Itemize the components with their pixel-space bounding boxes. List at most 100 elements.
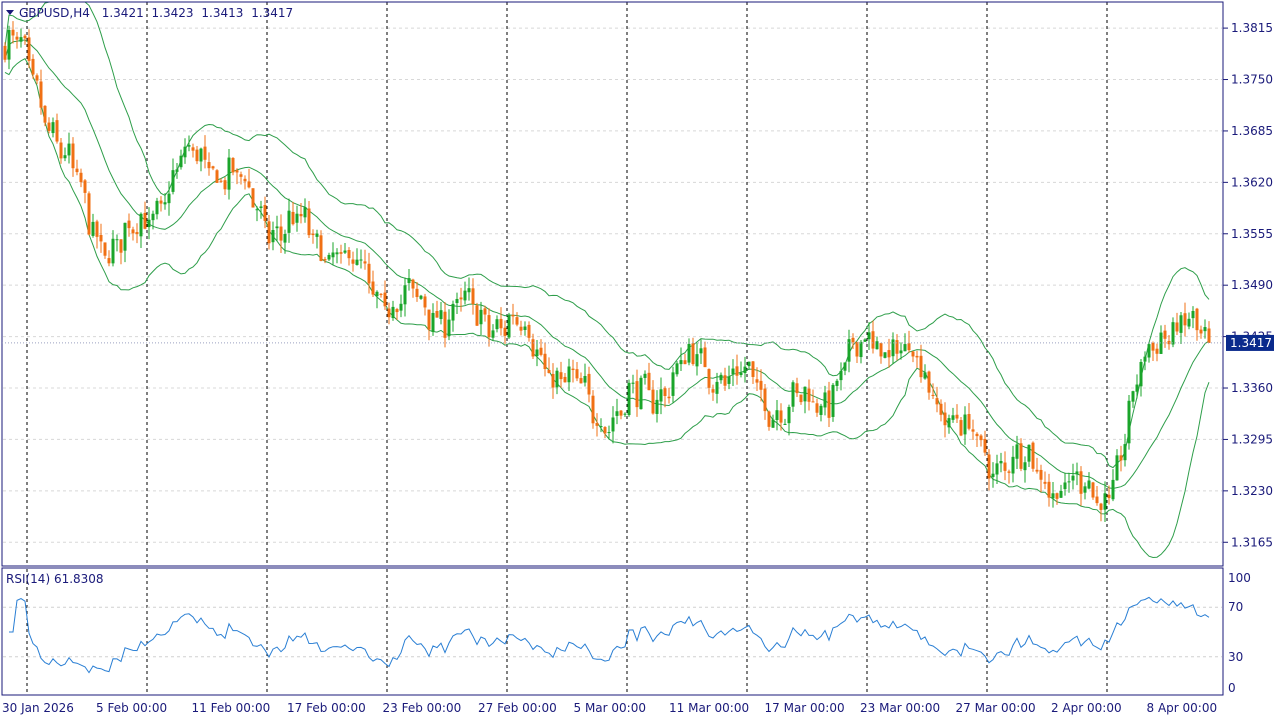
candle-body xyxy=(531,339,535,357)
candle-body xyxy=(683,360,687,365)
candle-body xyxy=(415,288,419,298)
candle-body xyxy=(219,180,223,182)
candle-body xyxy=(335,252,339,255)
candle-body xyxy=(459,297,463,300)
candle-body xyxy=(263,205,267,221)
candle-body xyxy=(483,308,487,315)
candle-body xyxy=(727,376,731,384)
candle-body xyxy=(31,58,35,75)
candle-body xyxy=(627,382,631,416)
candle-body xyxy=(371,281,375,295)
candle-body xyxy=(419,295,423,299)
candle-body xyxy=(259,206,263,208)
candle-body xyxy=(1111,479,1115,500)
candle-body xyxy=(519,326,523,331)
candle-body xyxy=(167,193,171,204)
candle-body xyxy=(303,207,307,218)
candle-body xyxy=(763,388,767,412)
candle-body xyxy=(1127,400,1131,444)
dropdown-triangle-icon[interactable] xyxy=(6,10,14,15)
candle-body xyxy=(699,348,703,354)
candle-body xyxy=(851,337,855,343)
candle-body xyxy=(915,355,919,358)
time-axis: 30 Jan 2026 5 Feb 00:00 11 Feb 00:00 17 Feb… xyxy=(2,701,1217,715)
candle-body xyxy=(703,347,707,368)
candle-body xyxy=(247,181,251,188)
candle-body xyxy=(891,339,895,357)
candle-body xyxy=(987,454,991,479)
candle-body xyxy=(911,351,915,357)
candle-body xyxy=(571,368,575,371)
candle-body xyxy=(631,382,635,384)
rsi-tick-label: 0 xyxy=(1228,681,1236,695)
candle-body xyxy=(15,36,19,40)
candle-body xyxy=(327,254,331,260)
ohlc-low: 1.3413 xyxy=(201,6,243,20)
time-tick-label: 30 Jan 2026 xyxy=(2,701,74,715)
candle-body xyxy=(835,380,839,386)
candle-body xyxy=(1047,481,1051,498)
candle-body xyxy=(839,370,843,381)
candle-body xyxy=(1075,471,1079,475)
chart-header: GBPUSD,H4 1.3421 1.3423 1.3413 1.3417 xyxy=(6,6,293,20)
candle-body xyxy=(691,343,695,365)
candle-body xyxy=(1163,330,1167,339)
candle-body xyxy=(667,396,671,399)
candle-body xyxy=(1155,348,1159,354)
time-tick-label: 11 Mar 00:00 xyxy=(669,701,749,715)
candle-body xyxy=(27,37,31,61)
candle-body xyxy=(423,296,427,308)
candle-body xyxy=(427,309,431,330)
time-tick-label: 17 Mar 00:00 xyxy=(765,701,845,715)
candle-body xyxy=(1003,462,1007,471)
candle-body xyxy=(675,363,679,375)
candle-body xyxy=(599,426,603,428)
candle-body xyxy=(983,438,987,453)
candle-body xyxy=(991,473,995,477)
bollinger-lower xyxy=(4,58,1210,559)
candle-body xyxy=(495,319,499,330)
time-tick-label: 5 Feb 00:00 xyxy=(96,701,167,715)
candle-body xyxy=(831,384,835,417)
price-tick-label: 1.3360 xyxy=(1231,381,1273,395)
candle-body xyxy=(1175,322,1179,332)
candle-body xyxy=(475,305,479,326)
candle-body xyxy=(395,309,399,313)
candle-body xyxy=(1079,471,1083,494)
candle-body xyxy=(1019,443,1023,469)
candle-body xyxy=(275,226,279,229)
candle-body xyxy=(19,37,23,42)
candle-body xyxy=(947,418,951,428)
candle-body xyxy=(411,279,415,289)
candle-body xyxy=(7,29,11,60)
candle-body xyxy=(195,149,199,162)
price-axis: 1.3815 1.3750 1.3685 1.3620 1.3555 1.3490 1.34… xyxy=(1223,21,1273,549)
candle-body xyxy=(711,389,715,393)
candle-body xyxy=(955,414,959,419)
candle-body xyxy=(227,157,231,190)
bollinger-bands xyxy=(4,1,1210,559)
candle-body xyxy=(635,381,639,408)
candle-body xyxy=(903,344,907,352)
candle-body xyxy=(367,263,371,284)
candle-body xyxy=(243,178,247,182)
candle-body xyxy=(743,366,747,374)
candle-body xyxy=(1151,342,1155,351)
candle-body xyxy=(907,343,911,351)
candle-body xyxy=(471,288,475,305)
candle-body xyxy=(1063,482,1067,490)
candle-body xyxy=(943,412,947,426)
candle-body xyxy=(171,170,175,192)
candle-body xyxy=(299,213,303,217)
candle-body xyxy=(827,390,831,418)
candle-body xyxy=(343,250,347,253)
price-tick-label: 1.3685 xyxy=(1231,124,1273,138)
candle-body xyxy=(807,388,811,402)
candle-body xyxy=(751,361,755,377)
candle-body xyxy=(451,303,455,321)
price-tick-label: 1.3165 xyxy=(1231,535,1273,549)
symbol-label[interactable]: GBPUSD,H4 xyxy=(19,6,90,20)
candle-body xyxy=(619,410,623,416)
candle-body xyxy=(1183,313,1187,326)
